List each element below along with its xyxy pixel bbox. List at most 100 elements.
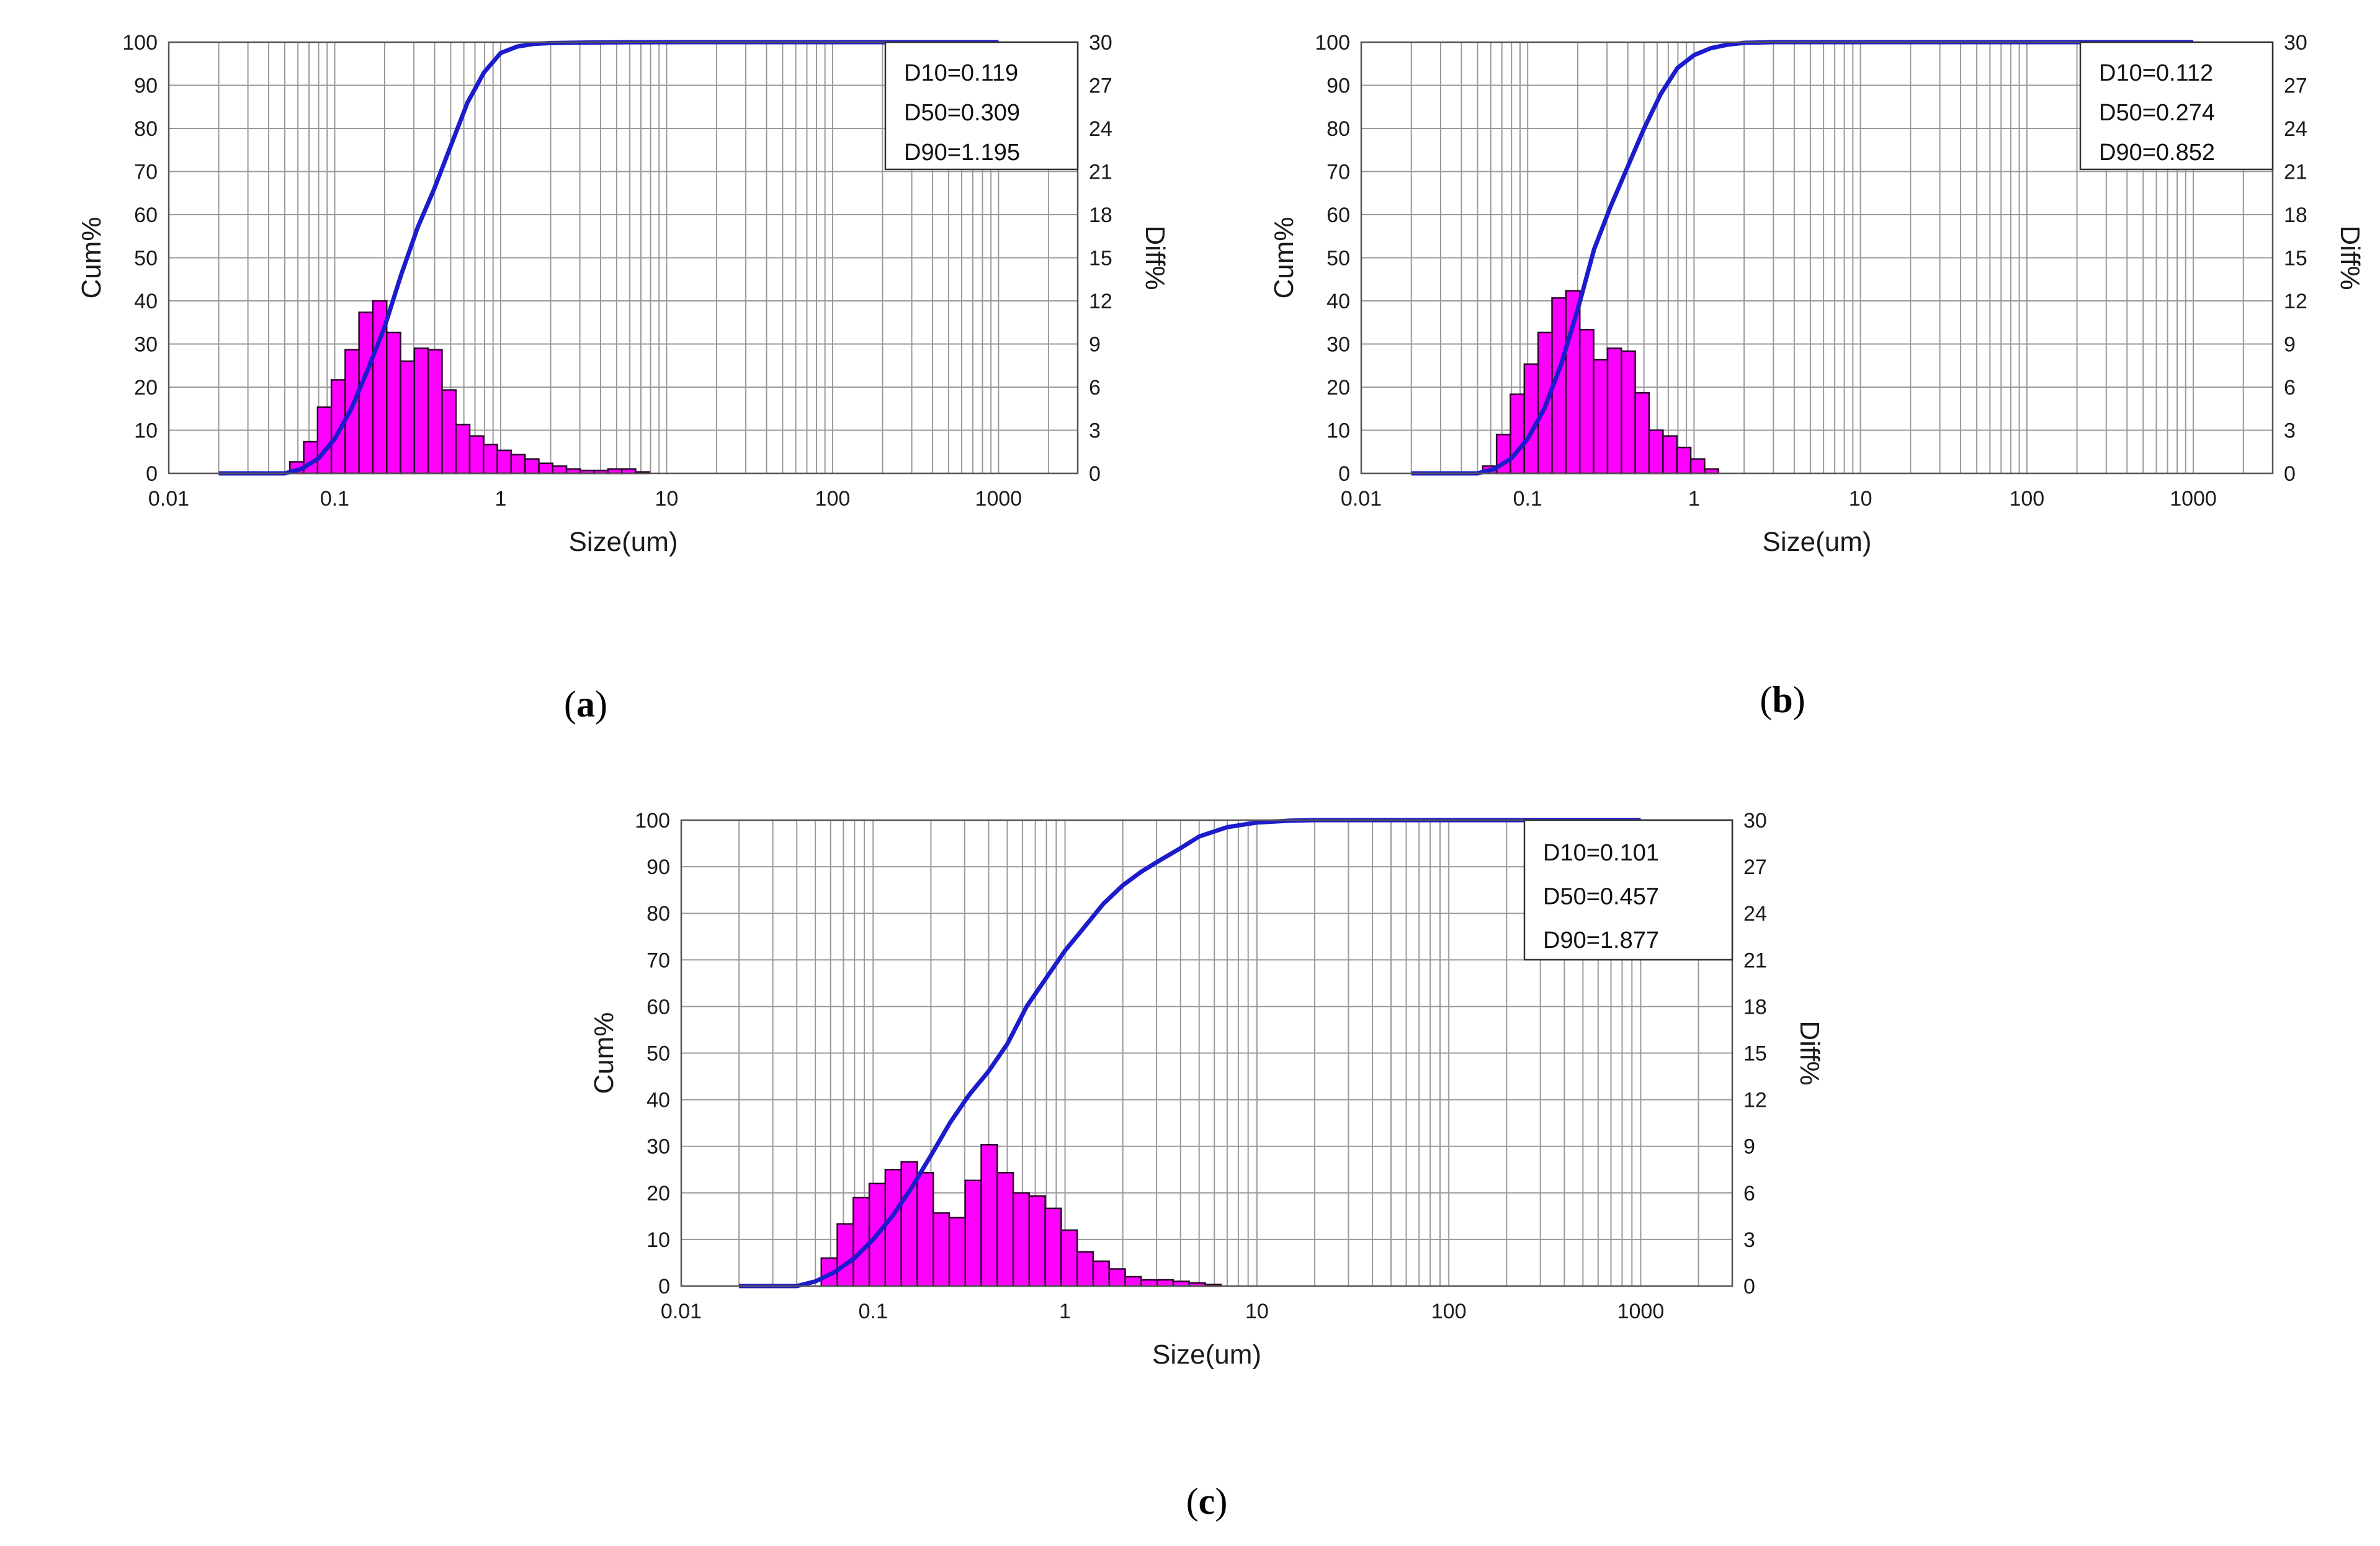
- histogram-bar: [358, 311, 374, 475]
- x-tick: 1000: [2170, 487, 2217, 511]
- x-axis-label: Size(um): [1152, 1339, 1261, 1370]
- y-axis-label-right: Diff%: [2335, 225, 2365, 290]
- y-tick-left: 30: [1326, 333, 1350, 357]
- stats-box: [1523, 819, 1734, 961]
- histogram-bar: [316, 406, 333, 475]
- y-tick-left: 50: [646, 1042, 670, 1066]
- y-tick-right: 30: [2284, 31, 2307, 55]
- y-axis-label-left: Cum%: [1269, 217, 1299, 298]
- y-axis-label-right: Diff%: [1794, 1021, 1825, 1085]
- histogram-bar: [483, 444, 498, 475]
- cumulative-curve: [1411, 40, 2193, 476]
- y-tick-left: 50: [134, 247, 158, 270]
- stat-value: D50=0.309: [904, 100, 1020, 126]
- histogram-bar: [1060, 1229, 1078, 1287]
- stat-value: D90=1.877: [1543, 927, 1659, 954]
- histogram-bar: [1510, 393, 1526, 475]
- y-tick-right: 12: [1089, 290, 1112, 313]
- histogram-bar: [1028, 1195, 1046, 1287]
- y-tick-right: 27: [1089, 74, 1112, 98]
- y-tick-right: 9: [2284, 333, 2296, 357]
- y-axis-label-right: Diff%: [1140, 225, 1170, 290]
- y-tick-right: 0: [2284, 462, 2296, 486]
- y-tick-left: 10: [646, 1228, 670, 1252]
- caption-close: ): [595, 684, 607, 725]
- stat-value: D10=0.101: [1543, 840, 1659, 866]
- stat-value: D50=0.274: [2099, 100, 2215, 126]
- y-tick-right: 6: [1743, 1182, 1755, 1205]
- diff-bars: [820, 1143, 1222, 1287]
- y-tick-right: 15: [2284, 247, 2307, 270]
- histogram-bar: [441, 389, 457, 475]
- caption-open: (: [564, 684, 576, 725]
- y-tick-left: 60: [1326, 203, 1350, 227]
- stats-legend: D10=0.119 D50=0.309 D90=1.195: [884, 41, 1079, 171]
- gridlines: [1361, 42, 2273, 474]
- y-tick-left: 80: [134, 117, 158, 141]
- histogram-bar: [980, 1143, 998, 1287]
- chart-panel-c: 0102030405060708090100036912151821242730…: [589, 809, 1825, 1522]
- y-tick-left: 10: [1326, 419, 1350, 443]
- x-tick: 1: [1059, 1300, 1071, 1323]
- y-tick-left: 40: [1326, 290, 1350, 313]
- x-tick: 10: [1849, 487, 1872, 511]
- y-tick-left: 20: [134, 376, 158, 400]
- stats-legend: D10=0.112 D50=0.274 D90=0.852: [2079, 41, 2274, 171]
- y-tick-right: 21: [1089, 161, 1112, 184]
- histogram-bar: [1578, 329, 1595, 475]
- y-tick-left: 0: [146, 462, 158, 486]
- x-tick: 0.01: [148, 487, 189, 511]
- right-axis-ticks: 0 3 6 9 12 15 18 21 24 27 30: [1743, 809, 1767, 1298]
- histogram-bar: [836, 1223, 854, 1287]
- stat-value: D90=0.852: [2099, 140, 2215, 166]
- y-tick-left: 100: [635, 809, 670, 833]
- x-tick: 100: [1431, 1300, 1467, 1323]
- y-tick-left: 30: [134, 333, 158, 357]
- y-tick-right: 9: [1089, 333, 1101, 357]
- y-tick-right: 6: [1089, 376, 1101, 400]
- histogram-bar: [1124, 1276, 1142, 1287]
- y-tick-left: 90: [134, 74, 158, 98]
- histogram-bar: [1676, 447, 1692, 475]
- caption-close: ): [1793, 679, 1805, 720]
- stats-legend: D10=0.101 D50=0.457 D90=1.877: [1523, 819, 1734, 961]
- x-tick: 0.01: [1341, 487, 1382, 511]
- histogram-bar: [852, 1197, 870, 1287]
- histogram-bar: [1593, 359, 1609, 475]
- y-tick-left: 70: [1326, 161, 1350, 184]
- x-tick: 0.1: [859, 1300, 888, 1323]
- plot-frame: [1360, 41, 2274, 475]
- y-tick-right: 18: [2284, 203, 2307, 227]
- histogram-bar: [1689, 458, 1706, 475]
- stats-box: [884, 41, 1079, 171]
- histogram-bar: [1076, 1251, 1094, 1287]
- x-axis-ticks: 0.01 0.1 1 10 100 1000: [661, 1300, 1664, 1323]
- x-tick: 100: [2009, 487, 2044, 511]
- y-tick-left: 10: [134, 419, 158, 443]
- y-tick-left: 40: [646, 1089, 670, 1112]
- y-tick-left: 70: [646, 949, 670, 972]
- y-tick-left: 40: [134, 290, 158, 313]
- histogram-bar: [1092, 1260, 1110, 1287]
- histogram-bar: [1156, 1279, 1174, 1287]
- histogram-bar: [1662, 435, 1678, 475]
- chart-panel-b: 0102030405060708090100036912151821242730…: [1269, 31, 2365, 720]
- caption-letter: c: [1199, 1481, 1215, 1522]
- histogram-bar: [427, 349, 443, 475]
- x-tick: 10: [1245, 1300, 1269, 1323]
- y-tick-left: 100: [122, 31, 158, 55]
- histogram-bar: [496, 449, 512, 475]
- histogram-bar: [468, 435, 485, 475]
- histogram-bar: [386, 331, 401, 475]
- y-tick-right: 6: [2284, 376, 2296, 400]
- x-tick: 0.1: [320, 487, 349, 511]
- histogram-bar: [552, 465, 568, 475]
- histogram-bar: [1108, 1268, 1126, 1287]
- y-tick-right: 12: [2284, 290, 2307, 313]
- histogram-bar: [884, 1169, 902, 1287]
- histogram-bar: [1140, 1279, 1158, 1287]
- stats-box: [2079, 41, 2274, 171]
- y-tick-right: 21: [2284, 161, 2307, 184]
- stat-value: D50=0.457: [1543, 883, 1659, 909]
- y-tick-right: 12: [1743, 1089, 1767, 1112]
